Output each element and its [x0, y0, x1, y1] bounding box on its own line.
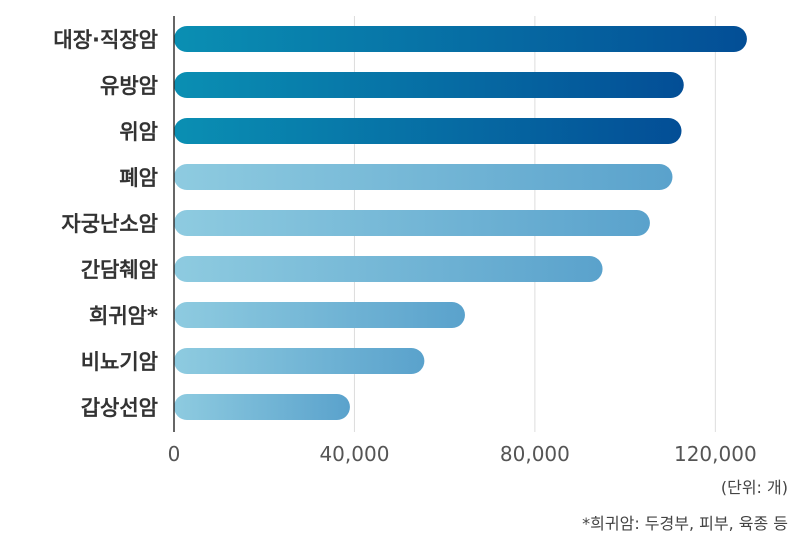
bar — [174, 210, 650, 236]
x-tick-label: 80,000 — [500, 442, 570, 466]
footnote: *희귀암: 두경부, 피부, 육종 등 — [582, 514, 788, 533]
category-label: 대장·직장암 — [53, 28, 158, 52]
category-label: 희귀암* — [89, 304, 158, 328]
bar — [174, 394, 350, 420]
x-tick-label: 40,000 — [319, 442, 389, 466]
category-label: 비뇨기암 — [81, 350, 158, 374]
x-tick-label: 0 — [168, 442, 181, 466]
bar — [174, 164, 673, 190]
category-label: 유방암 — [100, 74, 158, 98]
unit-note: (단위: 개) — [720, 478, 788, 497]
bar — [174, 256, 603, 282]
category-label: 폐암 — [119, 166, 158, 190]
x-axis-ticks: 0 40,000 80,000 120,000 — [168, 442, 757, 466]
x-tick-label: 120,000 — [674, 442, 757, 466]
category-label: 자궁난소암 — [61, 212, 158, 236]
bar — [174, 72, 684, 98]
bar — [174, 348, 425, 374]
bar — [174, 118, 682, 144]
bar — [174, 26, 747, 52]
bar — [174, 302, 465, 328]
category-label: 갑상선암 — [81, 396, 158, 420]
category-label: 간담췌암 — [81, 258, 158, 282]
category-label: 위암 — [119, 120, 158, 144]
bars — [174, 26, 747, 420]
